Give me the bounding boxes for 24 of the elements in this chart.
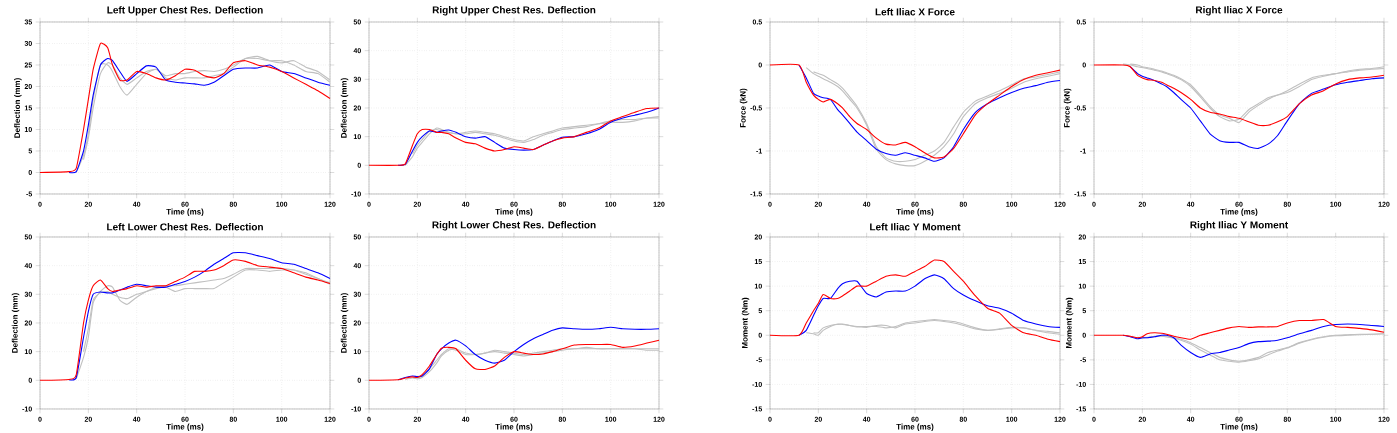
y-axis-title: Moment (Nm) — [741, 297, 750, 349]
x-axis-title: Time (ms) — [166, 208, 204, 217]
x-axis-title: Time (ms) — [896, 208, 934, 217]
x-axis-title: Time (ms) — [495, 208, 533, 217]
y-axis-title: Deflection (mm) — [11, 293, 20, 353]
chart-title: Right Iliac Y Moment — [1190, 221, 1289, 231]
x-axis-title: Time (ms) — [896, 423, 934, 432]
y-axis-title: Deflection (mm) — [340, 293, 349, 353]
chart-title: Right Upper Chest Res. Deflection — [432, 6, 596, 16]
chart-title: Left Lower Chest Res. Deflection — [107, 223, 263, 231]
chart-title: Left Iliac Y Moment — [870, 223, 961, 231]
chart-title: Left Iliac X Force — [875, 8, 955, 16]
y-axis-title: Force (kN) — [739, 88, 748, 128]
x-axis-title: Time (ms) — [495, 423, 533, 432]
x-axis-title: Time (ms) — [166, 423, 204, 432]
x-axis-title: Time (ms) — [1220, 423, 1258, 432]
y-axis-title: Deflection (mm) — [14, 78, 22, 138]
chart-title: Right Lower Chest Res. Deflection — [432, 221, 596, 231]
y-axis-title: Force (kN) — [1063, 88, 1072, 128]
chart-title: Left Upper Chest Res. Deflection — [107, 6, 263, 16]
y-axis-title: Deflection (mm) — [340, 78, 349, 138]
x-axis-title: Time (ms) — [1220, 208, 1258, 217]
chart-title: Right Iliac X Force — [1196, 6, 1283, 16]
y-axis-title: Moment (Nm) — [1065, 297, 1074, 349]
